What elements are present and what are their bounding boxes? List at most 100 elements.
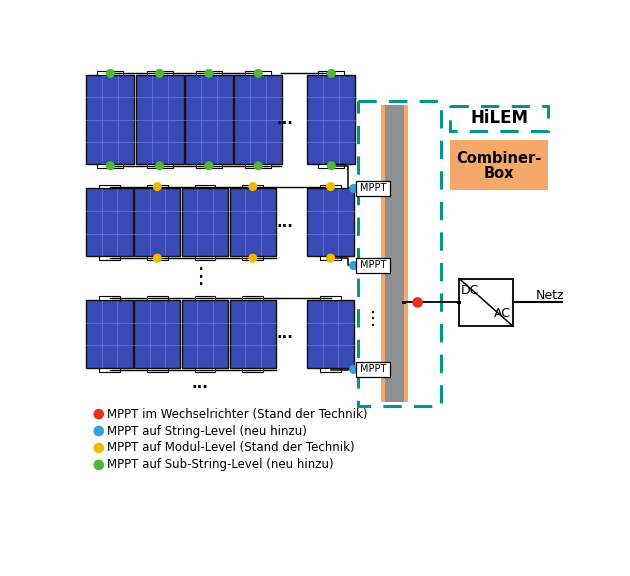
Circle shape [350, 262, 358, 270]
Bar [99, 256, 120, 260]
Bar [195, 185, 215, 188]
Text: ⋮: ⋮ [188, 267, 211, 287]
Bar [196, 164, 222, 168]
Text: Netz: Netz [536, 289, 564, 302]
Bar [147, 185, 168, 188]
Bar [385, 105, 404, 402]
Circle shape [156, 70, 164, 77]
Bar [86, 188, 133, 256]
Text: ...: ... [192, 376, 208, 391]
Bar [97, 71, 123, 75]
Bar [99, 296, 120, 300]
Text: Combiner-: Combiner- [457, 151, 542, 166]
Text: HiLEM: HiLEM [470, 109, 528, 127]
Bar [135, 75, 183, 164]
Text: MPPT auf Modul-Level (Stand der Technik): MPPT auf Modul-Level (Stand der Technik) [107, 441, 355, 454]
Bar [243, 256, 263, 260]
Bar [243, 296, 263, 300]
Circle shape [413, 298, 422, 307]
Bar [86, 300, 133, 368]
Bar [307, 188, 353, 256]
Bar [381, 105, 408, 402]
Circle shape [327, 255, 335, 262]
Circle shape [106, 70, 114, 77]
Circle shape [156, 162, 164, 169]
Bar [147, 296, 168, 300]
Text: MPPT im Wechselrichter (Stand der Technik): MPPT im Wechselrichter (Stand der Techni… [107, 408, 368, 420]
Text: MPPT: MPPT [360, 365, 386, 374]
Circle shape [94, 460, 103, 469]
Bar [195, 296, 215, 300]
Circle shape [328, 162, 335, 169]
Bar [457, 301, 461, 304]
Bar [195, 368, 215, 372]
Bar [320, 296, 341, 300]
Bar [185, 75, 232, 164]
Bar [307, 75, 355, 164]
Bar [356, 362, 390, 377]
Text: MPPT: MPPT [360, 184, 386, 194]
Circle shape [255, 70, 262, 77]
Bar [459, 279, 513, 326]
Circle shape [154, 183, 161, 191]
Text: DC: DC [461, 285, 479, 297]
Bar [383, 264, 387, 267]
Text: AC: AC [494, 308, 511, 320]
Text: ...: ... [277, 215, 294, 230]
Text: MPPT auf String-Level (neu hinzu): MPPT auf String-Level (neu hinzu) [107, 425, 307, 438]
Circle shape [154, 255, 161, 262]
Bar [230, 300, 276, 368]
Text: ...: ... [277, 112, 294, 127]
Bar [356, 181, 390, 196]
Text: ⋮: ⋮ [364, 310, 382, 328]
Bar [182, 300, 228, 368]
Bar [195, 256, 215, 260]
Circle shape [94, 444, 103, 453]
Circle shape [350, 185, 358, 192]
Bar [320, 256, 341, 260]
Bar [196, 71, 222, 75]
Bar [383, 187, 387, 191]
Text: MPPT auf Sub-String-Level (neu hinzu): MPPT auf Sub-String-Level (neu hinzu) [107, 458, 334, 471]
Bar [243, 185, 263, 188]
Bar [99, 185, 120, 188]
Bar [134, 300, 180, 368]
Circle shape [94, 410, 103, 419]
Bar [147, 71, 173, 75]
Bar [182, 188, 228, 256]
Bar [134, 188, 180, 256]
Bar [450, 140, 549, 190]
Bar [307, 300, 353, 368]
Bar [99, 368, 120, 372]
Bar [147, 164, 173, 168]
Circle shape [106, 162, 114, 169]
Bar [147, 368, 168, 372]
Bar [245, 71, 272, 75]
Circle shape [255, 162, 262, 169]
Circle shape [249, 255, 256, 262]
Bar [86, 75, 134, 164]
Bar [147, 256, 168, 260]
Text: MPPT: MPPT [360, 260, 386, 271]
Text: ...: ... [277, 327, 294, 342]
Circle shape [327, 183, 335, 191]
Bar [318, 71, 345, 75]
Bar [320, 185, 341, 188]
Text: Box: Box [484, 166, 515, 181]
Circle shape [350, 366, 358, 373]
Circle shape [328, 70, 335, 77]
Circle shape [205, 70, 213, 77]
Bar [402, 301, 406, 304]
Bar [234, 75, 282, 164]
Bar [383, 367, 387, 372]
Bar [243, 368, 263, 372]
Circle shape [205, 162, 213, 169]
Circle shape [249, 183, 256, 191]
Bar [320, 368, 341, 372]
Bar [318, 164, 345, 168]
Circle shape [94, 426, 103, 435]
Bar [245, 164, 272, 168]
Bar [230, 188, 276, 256]
Bar [97, 164, 123, 168]
Bar [356, 258, 390, 273]
